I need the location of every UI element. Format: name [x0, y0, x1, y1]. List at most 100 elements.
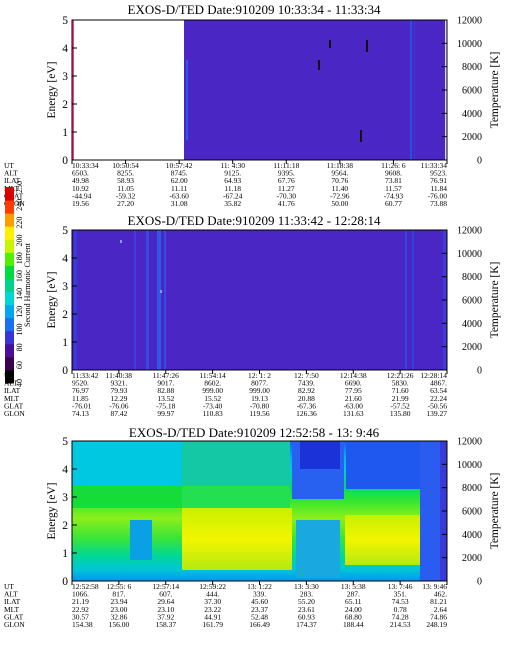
panel-1-edge-streak: [72, 20, 74, 160]
orbit-value: 11:40:38: [106, 371, 133, 380]
panel-3-cyan-region: [72, 441, 182, 486]
orbit-value: 41.76: [278, 199, 295, 208]
orbit-value: 74.53: [392, 597, 409, 606]
orbit-value: 12: 1: 2: [248, 371, 271, 380]
orbit-value: -70.30: [277, 191, 297, 200]
orbit-value: 82.92: [298, 386, 315, 395]
orbit-value: 45.60: [251, 597, 268, 606]
orbit-value: 23.10: [157, 605, 174, 614]
y2-tick-label: 12000: [457, 437, 482, 448]
colorbar-swatch: [5, 226, 14, 240]
orbit-value: 12:55: 6: [106, 582, 131, 591]
colorbar-swatch: [5, 343, 14, 358]
orbit-value: 6503.: [72, 169, 89, 178]
orbit-value: 23.00: [110, 605, 127, 614]
orbit-value: 11.27: [278, 184, 295, 193]
orbit-value: 9564.: [331, 169, 348, 178]
orbit-value: -70.80: [250, 401, 270, 410]
y2-tick-label: 6000: [462, 296, 482, 307]
orbit-value: 13: 1:22: [247, 582, 272, 591]
orbit-value: 49.98: [72, 176, 89, 185]
orbit-value: 76.97: [72, 386, 89, 395]
y2-tick-label: 8000: [462, 272, 482, 283]
panel-3-title: EXOS-D/TED Date:910209 12:52:58 - 13: 9:…: [129, 425, 380, 440]
orbit-value: 339.: [253, 590, 266, 599]
orbit-value: 10.92: [72, 184, 89, 193]
colorbar-tick-label: 250: [15, 181, 24, 193]
panel-2: EXOS-D/TED Date:910209 11:33:42 - 12:28:…: [4, 213, 501, 418]
orbit-value: 21.19: [72, 597, 89, 606]
panel-2-speck: [160, 290, 162, 293]
orbit-row-label: GLON: [4, 620, 25, 629]
y-tick-label: 2: [62, 99, 68, 111]
orbit-value: 23.61: [298, 605, 315, 614]
y-tick-label: 4: [62, 464, 68, 476]
panel-3-blue-patch: [130, 520, 152, 560]
y2-tick-label: 8000: [462, 483, 482, 494]
orbit-value: 9125.: [224, 169, 241, 178]
orbit-value: 110.83: [202, 409, 223, 418]
orbit-value: 6690.: [345, 379, 362, 388]
colorbar-swatch: [5, 304, 14, 319]
orbit-value: -44.94: [72, 191, 92, 200]
colorbar-label: Second Harmonic Current: [23, 242, 32, 327]
panel-3-yticks: 0 1 2 3 4 5: [62, 436, 77, 588]
orbit-value: 11.84: [430, 184, 447, 193]
orbit-value: 55.20: [298, 597, 315, 606]
orbit-value: 13.52: [157, 394, 174, 403]
panel-2-streak: [157, 230, 161, 370]
colorbar-tick-label: 80: [15, 343, 24, 351]
orbit-row-label: ALT: [4, 590, 18, 599]
colorbar-swatch: [5, 330, 14, 345]
orbit-value: -73.40: [203, 401, 223, 410]
panel-1-speck: [360, 130, 362, 142]
colorbar-tick-label: 100: [15, 324, 24, 336]
orbit-value: 11:33:42: [72, 371, 99, 380]
orbit-value: 32.86: [110, 612, 127, 621]
orbit-value: 19.13: [251, 394, 268, 403]
y-tick-label: 0: [62, 365, 68, 377]
orbit-value: 11.11: [171, 184, 188, 193]
y-tick-label: 4: [62, 253, 68, 265]
colorbar-swatch: [5, 252, 14, 266]
colorbar-swatch: [5, 200, 14, 214]
orbit-value: 73.88: [430, 199, 447, 208]
orbit-value: 79.93: [110, 386, 127, 395]
orbit-row-label: GLON: [4, 409, 25, 418]
orbit-value: 24.00: [345, 605, 362, 614]
orbit-value: 7439.: [298, 379, 315, 388]
y2-tick-label: 12000: [457, 226, 482, 237]
orbit-value: 11.40: [332, 184, 349, 193]
panel-2-streak: [134, 230, 136, 370]
y-tick-label: 4: [62, 43, 68, 55]
panel-1-data-region: [184, 20, 447, 160]
panel-2-y2ticks: 0 2000 4000 6000 8000 10000 12000: [442, 226, 482, 377]
orbit-value: 50.00: [331, 199, 348, 208]
y2-tick-label: 10000: [457, 460, 482, 471]
colorbar-tick-label: 240: [15, 199, 24, 211]
orbit-value: 10:50:54: [112, 161, 139, 170]
orbit-value: 13: 5:38: [341, 582, 366, 591]
orbit-value: 13: 3:30: [294, 582, 319, 591]
orbit-value: 131.63: [343, 409, 364, 418]
orbit-value: 76.91: [430, 176, 447, 185]
orbit-value: 8745.: [171, 169, 188, 178]
panel-1-y2ticks: 0 2000 4000 6000 8000 10000 12000: [442, 16, 482, 167]
orbit-value: 74.13: [72, 409, 89, 418]
orbit-value: 351.: [394, 590, 407, 599]
panel-1-ylabel: Energy [eV]: [46, 62, 58, 119]
y2-tick-label: 12000: [457, 16, 482, 27]
orbit-value: 156.00: [109, 620, 130, 629]
orbit-value: 23.94: [110, 597, 127, 606]
orbit-value: 12.29: [110, 394, 127, 403]
y-tick-label: 5: [62, 225, 68, 237]
panel-2-speck: [120, 240, 122, 243]
orbit-value: 65.11: [345, 597, 362, 606]
panel-2-title: EXOS-D/TED Date:910209 11:33:42 - 12:28:…: [128, 213, 381, 228]
orbit-value: 999.00: [249, 386, 270, 395]
orbit-value: 11.85: [72, 394, 89, 403]
orbit-value: -59.32: [116, 191, 136, 200]
orbit-value: 87.42: [110, 409, 127, 418]
